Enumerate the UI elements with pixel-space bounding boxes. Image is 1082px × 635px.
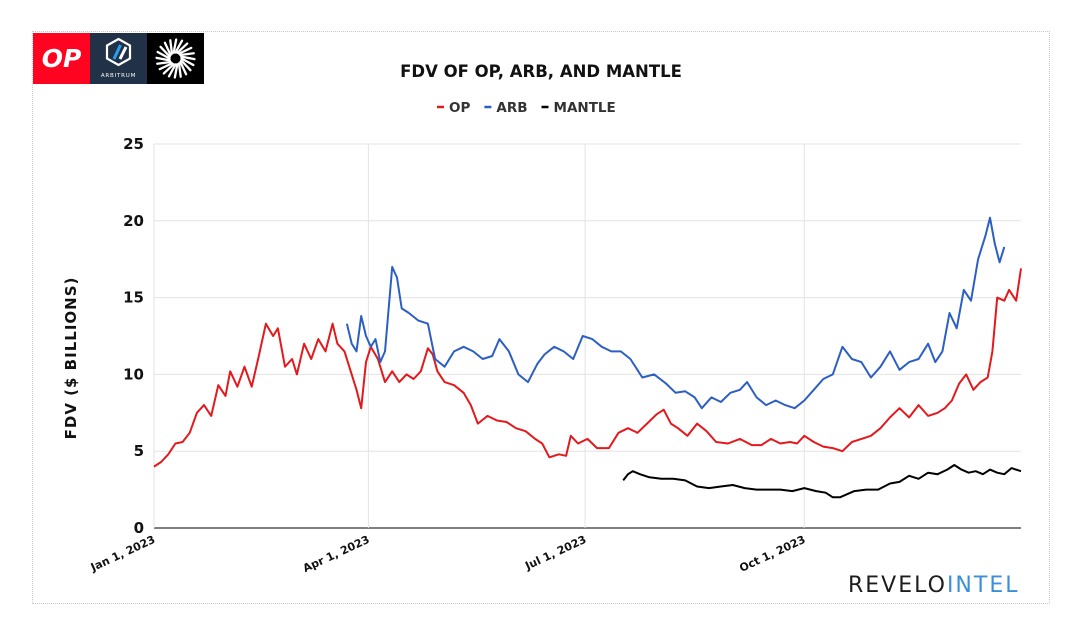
x-tick-label: Apr 1, 2023 [301,533,372,575]
series-line-op [153,268,1022,468]
revelo-intel-brand: REVELOINTEL [848,573,1019,598]
arbitrum-logo-text: ARBITRUM [101,73,136,79]
logo-strip: OP ARBITRUM [33,33,204,84]
y-tick-label: 5 [134,442,144,460]
arbitrum-logo-icon: ARBITRUM [90,33,147,84]
x-tick-label: Jul 1, 2023 [522,533,588,573]
legend-item-arb: ARB [484,100,528,116]
y-tick-label: 10 [123,365,144,383]
series-line-arb [345,216,1006,410]
legend-label: ARB [496,100,527,116]
legend-item-op: OP [437,100,470,116]
y-axis-label: FDV ($ BILLIONS) [62,277,80,440]
legend-item-mantle: MANTLE [541,100,616,116]
op-logo-icon: OP [33,33,90,84]
series-line-mantle [622,464,1022,499]
x-tick-label: Jan 1, 2023 [88,533,157,575]
y-tick-label: 0 [134,519,144,537]
x-axis-ticks: Jan 1, 2023 Apr 1, 2023 Jul 1, 2023 Oct 1, … [88,533,808,575]
x-tick-label: Oct 1, 2023 [737,533,807,575]
y-tick-label: 25 [123,135,144,153]
y-tick-label: 20 [123,212,144,230]
mantle-logo-icon [147,33,204,84]
chart-frame [32,31,1050,604]
legend-label: MANTLE [554,100,616,116]
brand-part-revelo: REVELO [848,573,947,598]
y-tick-label: 15 [123,289,144,307]
legend-label: OP [449,100,470,116]
gridlines [153,143,1021,529]
op-logo-text: OP [41,44,82,73]
y-axis-ticks: 0 5 10 15 20 25 [123,135,144,537]
legend: OP ARB MANTLE [437,100,616,116]
series-lines [153,216,1022,499]
chart-title: FDV OF OP, ARB, AND MANTLE [400,62,682,81]
brand-part-intel: INTEL [946,573,1020,598]
